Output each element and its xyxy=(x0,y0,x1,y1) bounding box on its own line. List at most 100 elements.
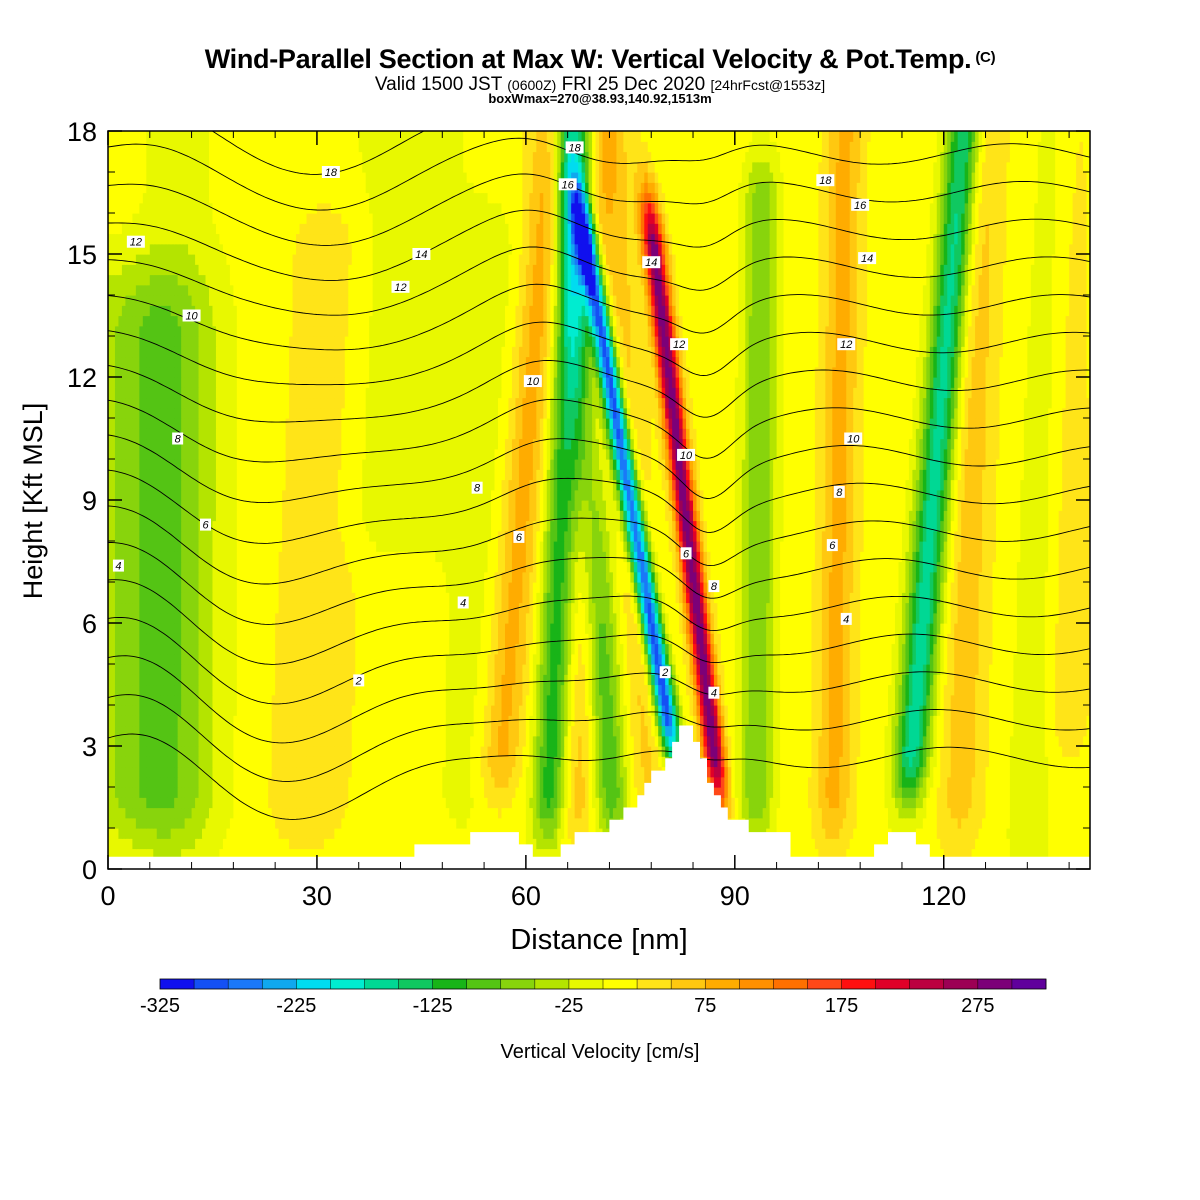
field-cell xyxy=(192,787,196,798)
field-cell xyxy=(672,715,676,726)
field-cell xyxy=(341,746,345,757)
field-cell xyxy=(435,808,439,819)
field-cell xyxy=(770,818,774,829)
field-cell xyxy=(1083,838,1087,849)
field-cell xyxy=(557,746,561,757)
field-cell xyxy=(407,746,411,757)
field-cell xyxy=(484,808,488,819)
field-cell xyxy=(944,818,948,829)
field-cell xyxy=(982,787,986,798)
field-cell xyxy=(164,828,168,839)
field-cell xyxy=(477,715,481,726)
field-cell xyxy=(993,828,997,839)
field-cell xyxy=(540,767,544,778)
field-cell xyxy=(373,818,377,829)
field-cell xyxy=(926,736,930,747)
field-cell xyxy=(909,736,913,747)
field-cell xyxy=(888,818,892,829)
field-cell xyxy=(766,685,770,696)
field-cell xyxy=(139,838,143,849)
field-cell xyxy=(460,777,464,788)
field-cell xyxy=(700,736,704,747)
field-cell xyxy=(212,726,216,737)
field-cell xyxy=(418,746,422,757)
field-cell xyxy=(522,736,526,747)
field-cell xyxy=(167,797,171,808)
field-cell xyxy=(122,787,126,798)
field-cell xyxy=(1024,808,1028,819)
field-cell xyxy=(474,797,478,808)
field-cell xyxy=(791,808,795,819)
field-cell xyxy=(575,726,579,737)
field-cell xyxy=(930,705,934,716)
field-cell xyxy=(338,746,342,757)
field-cell xyxy=(387,746,391,757)
field-cell xyxy=(815,828,819,839)
field-cell xyxy=(237,777,241,788)
field-cell xyxy=(738,705,742,716)
field-cell xyxy=(759,695,763,706)
field-cell xyxy=(435,818,439,829)
field-cell xyxy=(212,685,216,696)
field-cell xyxy=(773,715,777,726)
field-cell xyxy=(407,818,411,829)
field-cell xyxy=(442,767,446,778)
field-cell xyxy=(470,685,474,696)
field-cell xyxy=(933,736,937,747)
field-cell xyxy=(808,828,812,839)
field-cell xyxy=(387,828,391,839)
field-cell xyxy=(508,777,512,788)
field-cell xyxy=(352,746,356,757)
field-cell xyxy=(425,787,429,798)
field-cell xyxy=(247,838,251,849)
field-cell xyxy=(373,767,377,778)
field-cell xyxy=(132,767,136,778)
field-cell xyxy=(658,695,662,706)
field-cell xyxy=(620,746,624,757)
field-cell xyxy=(540,705,544,716)
field-cell xyxy=(1003,818,1007,829)
field-cell xyxy=(620,685,624,696)
field-cell xyxy=(536,818,540,829)
field-cell xyxy=(547,726,551,737)
field-cell xyxy=(296,777,300,788)
field-cell xyxy=(331,756,335,767)
field-cell xyxy=(1006,726,1010,737)
field-cell xyxy=(986,736,990,747)
field-cell xyxy=(794,838,798,849)
field-cell xyxy=(836,818,840,829)
field-cell xyxy=(132,695,136,706)
field-cell xyxy=(968,715,972,726)
field-cell xyxy=(407,808,411,819)
field-cell xyxy=(1034,736,1038,747)
field-cell xyxy=(209,746,213,757)
field-cell xyxy=(843,695,847,706)
field-cell xyxy=(979,767,983,778)
field-cell xyxy=(306,746,310,757)
field-cell xyxy=(1017,828,1021,839)
field-cell xyxy=(348,787,352,798)
field-cell xyxy=(310,715,314,726)
field-cell xyxy=(808,818,812,829)
field-cell xyxy=(745,736,749,747)
field-cell xyxy=(773,705,777,716)
field-cell xyxy=(965,818,969,829)
field-cell xyxy=(160,767,164,778)
field-cell xyxy=(999,787,1003,798)
field-cell xyxy=(418,715,422,726)
field-cell xyxy=(484,736,488,747)
field-cell xyxy=(348,818,352,829)
field-cell xyxy=(303,726,307,737)
field-cell xyxy=(519,695,523,706)
field-cell xyxy=(129,695,133,706)
field-cell xyxy=(233,808,237,819)
field-cell xyxy=(258,787,262,798)
field-cell xyxy=(118,756,122,767)
field-cell xyxy=(1003,808,1007,819)
field-cell xyxy=(829,756,833,767)
field-cell xyxy=(467,726,471,737)
field-cell xyxy=(293,685,297,696)
field-cell xyxy=(380,797,384,808)
field-cell xyxy=(209,808,213,819)
field-cell xyxy=(515,787,519,798)
